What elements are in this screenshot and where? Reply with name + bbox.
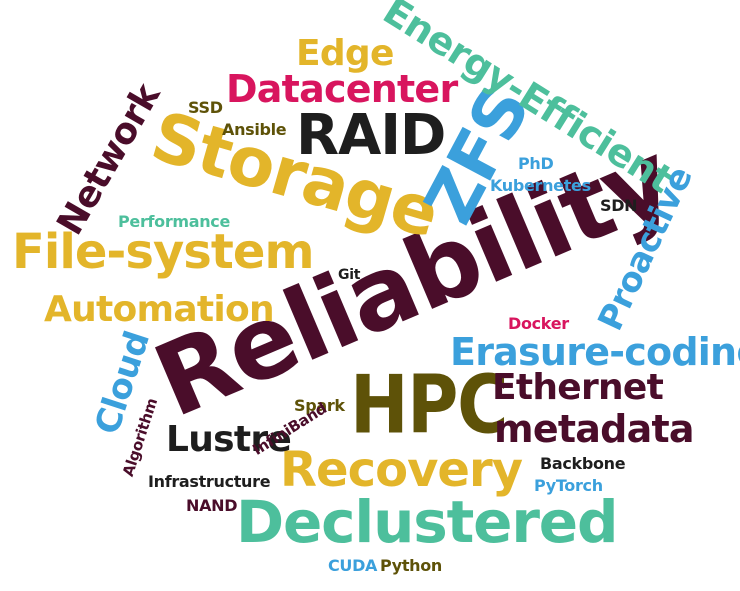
word-file-system: File-system [12, 224, 315, 280]
word-edge: Edge [296, 33, 394, 74]
word-declustered: Declustered [236, 488, 618, 556]
word-raid: RAID [296, 103, 446, 168]
word-ansible: Ansible [222, 120, 287, 139]
word-git: Git [338, 267, 361, 283]
word-datacenter: Datacenter [226, 67, 458, 111]
word-hpc: HPC [350, 357, 508, 453]
word-infrastructure: Infrastructure [148, 472, 271, 491]
word-cuda: CUDA [328, 556, 378, 575]
word-spark: Spark [294, 396, 345, 415]
word-ssd: SSD [188, 98, 223, 117]
word-sdn: SDN [600, 196, 638, 215]
word-recovery: Recovery [280, 442, 523, 498]
word-ethernet: Ethernet [492, 367, 664, 408]
word-backbone: Backbone [540, 454, 626, 473]
word-performance: Performance [118, 212, 230, 231]
word-docker: Docker [508, 314, 569, 333]
word-pytorch: PyTorch [534, 476, 603, 495]
word-python: Python [380, 556, 442, 575]
word-erasure-coding: Erasure-coding [450, 330, 740, 374]
word-metadata: metadata [494, 407, 695, 451]
word-lustre: Lustre [166, 419, 292, 460]
word-kubernetes: Kubernetes [490, 176, 591, 195]
word-automation: Automation [44, 289, 275, 330]
word-phd: PhD [518, 154, 554, 173]
word-nand: NAND [186, 496, 238, 515]
